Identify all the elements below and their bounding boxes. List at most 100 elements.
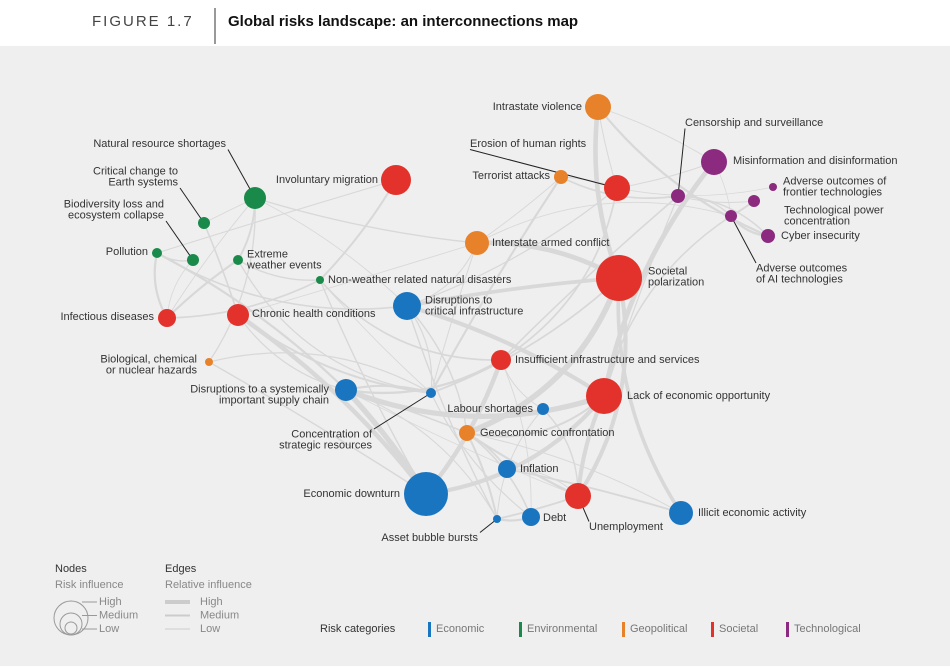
node-label: Biological, chemical	[100, 353, 197, 365]
risk-node	[701, 149, 727, 175]
edge	[603, 215, 732, 397]
title: Global risks landscape: an interconnecti…	[228, 13, 578, 30]
node-label: Intrastate violence	[493, 101, 582, 113]
node-label: weather events	[246, 259, 322, 271]
edge	[430, 392, 532, 518]
risk-node	[769, 183, 777, 191]
risk-node	[596, 255, 642, 301]
edge	[616, 186, 774, 196]
edge	[208, 197, 256, 363]
node-label: strategic resources	[279, 439, 372, 451]
node-label: Cyber insecurity	[781, 230, 860, 242]
edge	[430, 176, 562, 394]
legend-level: Medium	[99, 609, 138, 621]
risk-node	[152, 248, 162, 258]
node-label: Censorship and surveillance	[685, 117, 823, 129]
node-label: Pollution	[106, 246, 148, 258]
risk-node	[585, 94, 611, 120]
risk-node	[761, 229, 775, 243]
risk-node	[725, 210, 737, 222]
node-label: Labour shortages	[447, 403, 533, 415]
category-label: Environmental	[527, 623, 597, 635]
edge	[237, 242, 478, 316]
header-band	[0, 0, 950, 46]
edge	[425, 394, 606, 497]
edge	[156, 179, 397, 254]
category-label: Geopolitical	[630, 623, 687, 635]
leader-line	[165, 220, 194, 261]
edge	[237, 259, 321, 281]
edge	[430, 277, 620, 394]
risk-node	[244, 187, 266, 209]
category-label: Technological	[794, 623, 861, 635]
edge	[156, 252, 347, 391]
node-label: Insufficient infrastructure and services	[515, 354, 700, 366]
risk-node	[465, 231, 489, 255]
risk-node	[198, 217, 210, 229]
edge	[500, 359, 532, 518]
risk-node	[205, 358, 213, 366]
edge	[466, 432, 579, 497]
risk-node	[233, 255, 243, 265]
edge	[208, 361, 427, 495]
node-label: Disruptions to	[425, 294, 492, 306]
leader-line	[730, 215, 757, 264]
node-label: important supply chain	[219, 394, 329, 406]
node-label: polarization	[648, 276, 704, 288]
category-label: Economic	[436, 623, 485, 635]
category-swatch	[711, 622, 714, 637]
node-label: ecosystem collapse	[68, 209, 164, 221]
edge	[603, 195, 679, 397]
node-label: Geoeconomic confrontation	[480, 427, 615, 439]
risk-node	[522, 508, 540, 526]
risk-node	[671, 189, 685, 203]
leader-line	[373, 392, 432, 430]
node-label: or nuclear hazards	[106, 364, 198, 376]
edge	[616, 277, 683, 514]
legend-level: Low	[200, 623, 220, 635]
node-label: Critical change to	[93, 165, 178, 177]
risk-node	[493, 515, 501, 523]
legend-level: Medium	[200, 609, 239, 621]
node-label: critical infrastructure	[425, 305, 523, 317]
edge	[430, 242, 478, 394]
edge	[406, 276, 620, 308]
edge	[506, 468, 682, 514]
legend-title: Nodes	[55, 563, 87, 575]
node-label: Earth systems	[108, 176, 178, 188]
node-label: Interstate armed conflict	[492, 237, 609, 249]
edge	[237, 314, 347, 391]
edge	[500, 195, 679, 361]
node-label: Disruptions to a systemically	[190, 383, 329, 395]
leader-line	[677, 128, 686, 197]
category-swatch	[786, 622, 789, 637]
node-label: Illicit economic activity	[698, 507, 807, 519]
edge	[597, 106, 769, 238]
node-label: Natural resource shortages	[93, 138, 226, 150]
risk-node	[393, 292, 421, 320]
legend-title: Edges	[165, 563, 197, 575]
legend-subtitle: Relative influence	[165, 579, 252, 591]
leader-line	[469, 149, 618, 189]
risk-node	[537, 403, 549, 415]
edge	[406, 187, 618, 307]
risk-node	[459, 425, 475, 441]
edge	[601, 160, 716, 397]
edge	[166, 197, 256, 319]
leader-line	[179, 187, 205, 224]
category-swatch	[622, 622, 625, 637]
node-label: Involuntary migration	[276, 174, 378, 186]
edge	[237, 259, 432, 394]
risk-node	[158, 309, 176, 327]
node-label: Asset bubble bursts	[381, 532, 478, 544]
risk-node	[669, 501, 693, 525]
category-swatch	[519, 622, 522, 637]
risk-node	[381, 165, 411, 195]
edge	[476, 201, 732, 244]
category-swatch	[428, 622, 431, 637]
legend-level: Low	[99, 623, 119, 635]
edge	[466, 432, 498, 520]
node-label: Biodiversity loss and	[64, 198, 164, 210]
node-label: Terrorist attacks	[472, 170, 550, 182]
